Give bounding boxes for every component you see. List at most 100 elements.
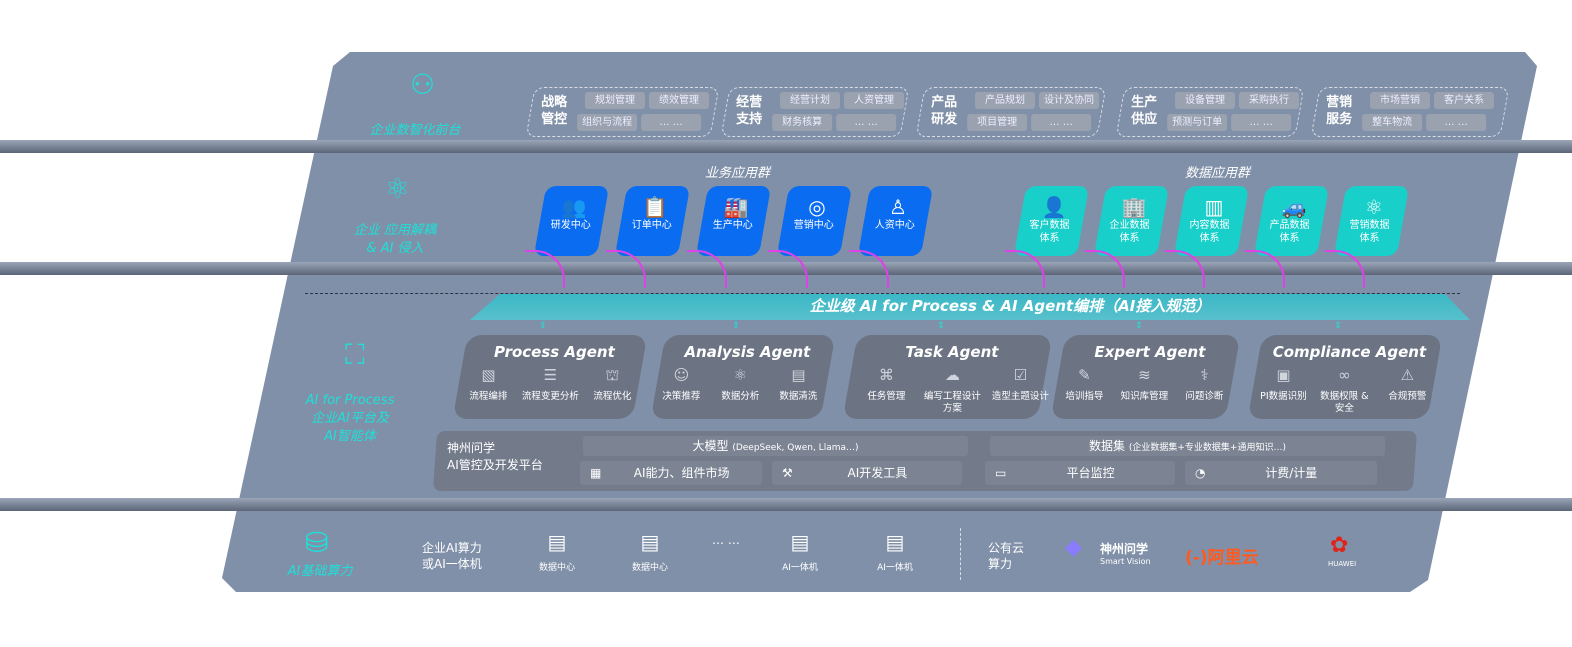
- atom-icon: ⚛: [1364, 195, 1383, 219]
- agent-feature: ⛫ 流程优化: [582, 366, 642, 403]
- layers-icon: ≋: [1137, 366, 1151, 384]
- head-icon: ☺: [673, 366, 690, 384]
- business-app-tile[interactable]: 📋 订单中心: [614, 186, 691, 256]
- platform-label: 神州问学 AI管控及开发平台: [447, 441, 543, 472]
- list-icon: ☰: [543, 366, 558, 384]
- front-chip[interactable]: 市场营销: [1370, 92, 1431, 109]
- agent-feature: ▣ PI数据识别: [1253, 366, 1313, 403]
- market-icon: ▦: [590, 466, 602, 480]
- front-chip[interactable]: 产品规划: [975, 92, 1036, 109]
- brain-icon: ⚇: [410, 68, 436, 101]
- agent-feature: ≋ 知识库管理: [1114, 366, 1174, 403]
- divider: [0, 140, 1572, 153]
- target-icon: ◎: [808, 195, 826, 219]
- front-chip[interactable]: 绩效管理: [649, 92, 710, 109]
- front-group: 营销 服务 市场营销 客户关系 整车物流… …: [1310, 87, 1510, 137]
- huawei-name: HUAWEI: [1328, 560, 1357, 568]
- data-app-tile[interactable]: 👤 客户数据 体系: [1013, 186, 1090, 256]
- compute-node: ▤ 数据中心: [620, 530, 680, 573]
- front-chip[interactable]: 人资管理: [844, 92, 905, 109]
- agent-feature: ⚛ 数据分析: [710, 366, 770, 403]
- tools-icon: ✎: [1077, 366, 1091, 384]
- front-group: 产品 研发 产品规划 设计及协同 项目管理… …: [915, 87, 1107, 137]
- checklist-icon: ☑: [1013, 366, 1027, 384]
- business-apps-title: 业务应用群: [705, 166, 771, 181]
- person-icon: ♙: [888, 195, 907, 219]
- bidirectional-arrow-icon: ⇕: [1333, 321, 1342, 331]
- front-chip[interactable]: 组织与流程: [577, 114, 638, 131]
- infra-label: AI基础算力: [287, 564, 353, 579]
- network-icon: ⌘: [878, 366, 894, 384]
- front-chip[interactable]: 财务核算: [772, 114, 833, 131]
- platform-tool[interactable]: ▦ AI能力、组件市场: [580, 461, 762, 485]
- server-icon: ▤: [885, 530, 905, 554]
- monitor-icon: ▭: [995, 466, 1007, 480]
- smart-vision-name: 神州问学 Smart Vision: [1100, 542, 1151, 566]
- data-app-tile[interactable]: ⚛ 营销数据 体系: [1333, 186, 1410, 256]
- front-chip[interactable]: … …: [1426, 114, 1487, 131]
- cake-icon: ⛫: [605, 366, 620, 384]
- users-icon: 👥: [561, 195, 587, 219]
- front-chip[interactable]: 预测与订单: [1167, 114, 1228, 131]
- agent-feature: ▤ 数据清洗: [769, 366, 829, 403]
- smart-vision-logo: ◆: [1065, 535, 1082, 560]
- atom-icon: ⚛: [733, 366, 747, 384]
- database-icon: ⛁: [305, 526, 329, 559]
- server-icon: ▤: [547, 530, 567, 554]
- agent-card[interactable]: ⇕ Task Agent ⌘ 任务管理 ☁ 编写工程设计方案 ☑ 造型主题设计: [842, 321, 1053, 419]
- front-chip[interactable]: … …: [1231, 114, 1292, 131]
- agent-feature: ⚠ 合规预警: [1377, 366, 1437, 403]
- agent-feature: ✎ 培训指导: [1054, 366, 1114, 403]
- front-chip[interactable]: … …: [836, 114, 897, 131]
- front-chip[interactable]: 项目管理: [967, 114, 1028, 131]
- front-chip[interactable]: 采购执行: [1239, 92, 1300, 109]
- front-chip[interactable]: 设计及协同: [1039, 92, 1100, 109]
- data-app-tile[interactable]: ▥ 内容数据 体系: [1173, 186, 1250, 256]
- data-app-tile[interactable]: 🏢 企业数据 体系: [1093, 186, 1170, 256]
- front-chip[interactable]: 整车物流: [1362, 114, 1423, 131]
- agent-feature: ☺ 决策推荐: [651, 366, 711, 403]
- aliyun-logo: (-)阿里云: [1185, 548, 1259, 568]
- doc-icon: ▤: [791, 366, 806, 384]
- bidirectional-arrow-icon: ⇕: [1134, 321, 1143, 331]
- divider: [960, 528, 961, 580]
- agent-feature: ▧ 流程编排: [458, 366, 518, 403]
- platform-tool[interactable]: ◔ 计费/计量: [1185, 461, 1377, 485]
- agent-feature: ⚕ 问题诊断: [1175, 366, 1235, 403]
- agent-card[interactable]: ⇕ Process Agent ▧ 流程编排 ☰ 流程变更分析 ⛫ 流程优化: [452, 321, 648, 419]
- divider: [0, 498, 1572, 511]
- agent-feature: ☑ 造型主题设计: [991, 366, 1049, 402]
- alert-icon: ⚠: [1400, 366, 1415, 384]
- agent-card[interactable]: ⇕ Compliance Agent ▣ PI数据识别 ∞ 数据权限 & 安全 ⚠ 合规预警: [1247, 321, 1443, 419]
- business-app-tile[interactable]: ♙ 人资中心: [857, 186, 934, 256]
- front-chip[interactable]: 客户关系: [1434, 92, 1495, 109]
- gauge-icon: ◔: [1195, 466, 1206, 480]
- divider: [0, 262, 1572, 275]
- ellipsis: … …: [712, 533, 740, 547]
- agent-card[interactable]: ⇕ Analysis Agent ☺ 决策推荐 ⚛ 数据分析 ▤ 数据清洗: [650, 321, 836, 419]
- business-app-tile[interactable]: ◎ 营销中心: [776, 186, 853, 256]
- data-app-tile[interactable]: 🚙 产品数据 体系: [1253, 186, 1330, 256]
- front-chip[interactable]: 经营计划: [780, 92, 841, 109]
- front-chip[interactable]: 设备管理: [1175, 92, 1236, 109]
- front-group: 战略 管控 规划管理 绩效管理 组织与流程… …: [525, 87, 720, 137]
- bidirectional-arrow-icon: ⇕: [936, 321, 945, 331]
- molecule-icon: ⚛: [385, 172, 411, 205]
- front-chip[interactable]: 规划管理: [585, 92, 646, 109]
- front-chip[interactable]: … …: [1031, 114, 1092, 131]
- platform-tool[interactable]: ⚒ AI开发工具: [772, 461, 962, 485]
- server-icon: ▤: [640, 530, 660, 554]
- bidirectional-arrow-icon: ⇕: [538, 321, 547, 331]
- link-icon: ∞: [1338, 366, 1351, 384]
- business-app-tile[interactable]: 🏭 生产中心: [695, 186, 772, 256]
- data-apps-title: 数据应用群: [1185, 166, 1251, 181]
- face-scan-icon: ⛶: [345, 338, 365, 371]
- front-label: 企业数智化前台: [369, 123, 461, 138]
- server-icon: ▤: [790, 530, 810, 554]
- bidirectional-arrow-icon: ⇕: [731, 321, 740, 331]
- front-chip[interactable]: … …: [641, 114, 702, 131]
- car-icon: 🚙: [1281, 195, 1307, 219]
- business-app-tile[interactable]: 👥 研发中心: [533, 186, 610, 256]
- agent-card[interactable]: ⇕ Expert Agent ✎ 培训指导 ≋ 知识库管理 ⚕ 问题诊断: [1050, 321, 1241, 419]
- platform-tool[interactable]: ▭ 平台监控: [985, 461, 1175, 485]
